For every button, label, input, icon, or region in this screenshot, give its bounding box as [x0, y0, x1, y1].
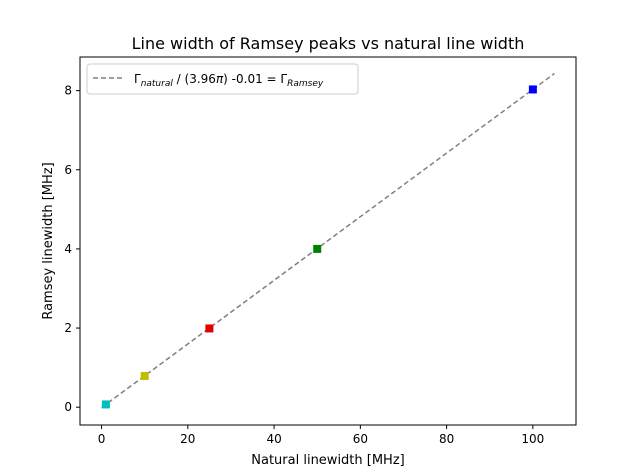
axes-frame — [79, 56, 577, 426]
x-axis-ticks: 0 20 40 60 80 100 — [98, 425, 544, 446]
points-layer — [101, 85, 537, 409]
y-tick-label: 2 — [64, 321, 72, 335]
x-axis-label: Natural linewidth [MHz] — [251, 453, 404, 468]
fit-line-layer — [101, 72, 555, 409]
data-point — [528, 85, 537, 94]
y-tick-label: 0 — [64, 400, 72, 414]
legend-sub-natural: natural — [141, 79, 174, 89]
legend-suffix: ) -0.01 = Γ — [223, 72, 287, 86]
legend-middle: / (3.96 — [173, 72, 216, 86]
data-point — [313, 244, 322, 253]
legend-gamma: Γ — [134, 72, 141, 86]
plot-area: 0 20 40 60 80 100 0 2 4 6 8 — [64, 56, 577, 446]
x-tick-label: 100 — [521, 432, 544, 446]
chart-title: Line width of Ramsey peaks vs natural li… — [132, 34, 525, 53]
x-tick-label: 80 — [439, 432, 454, 446]
y-axis-ticks: 0 2 4 6 8 — [64, 84, 80, 414]
y-axis-label: Ramsey linewidth [MHz] — [41, 162, 56, 319]
data-point — [101, 400, 110, 409]
fit-line — [101, 72, 555, 409]
y-tick-label: 8 — [64, 84, 72, 98]
y-tick-label: 6 — [64, 163, 72, 177]
x-tick-label: 20 — [180, 432, 195, 446]
y-tick-label: 4 — [64, 242, 72, 256]
x-tick-label: 40 — [266, 432, 281, 446]
legend-label: Γnatural / (3.96π) -0.01 = ΓRamsey — [134, 72, 324, 89]
legend-box — [86, 63, 359, 95]
data-point — [205, 324, 214, 333]
legend: Γnatural / (3.96π) -0.01 = ΓRamsey — [86, 63, 359, 95]
legend-pi: π — [216, 72, 224, 86]
data-point — [140, 371, 149, 380]
legend-sub-ramsey: Ramsey — [287, 79, 324, 89]
x-tick-label: 0 — [98, 432, 106, 446]
x-tick-label: 60 — [353, 432, 368, 446]
